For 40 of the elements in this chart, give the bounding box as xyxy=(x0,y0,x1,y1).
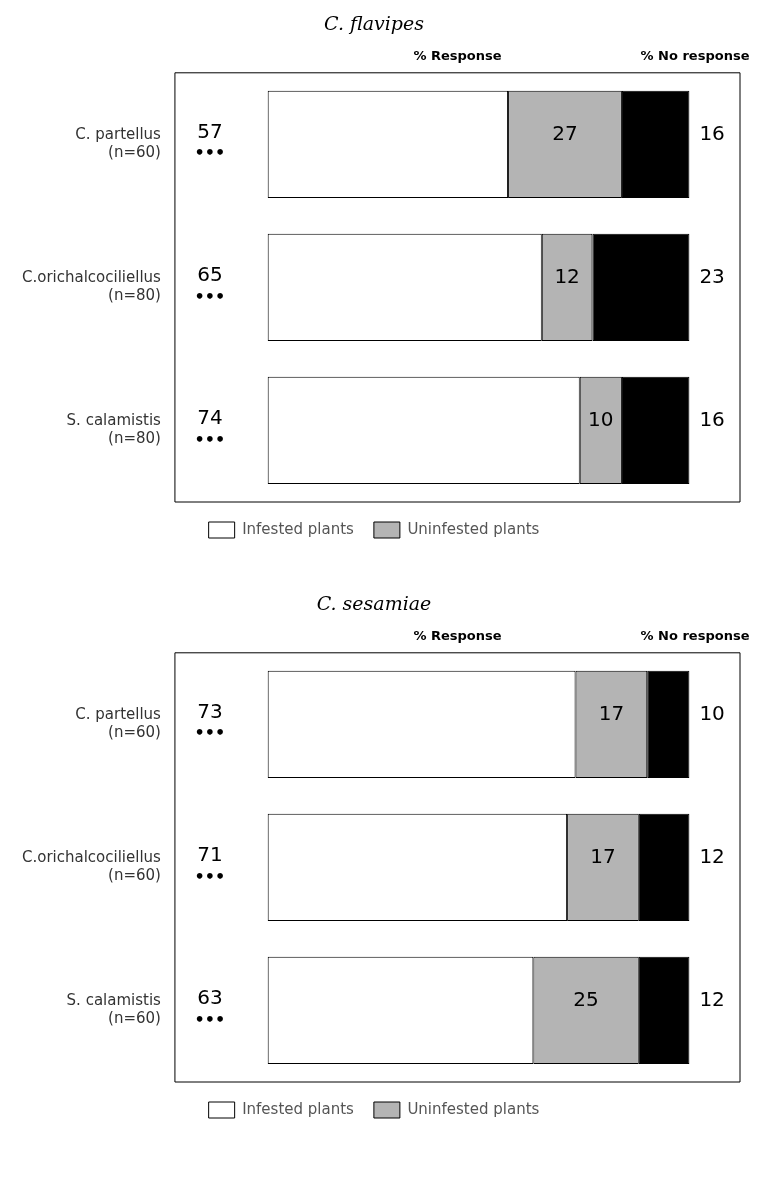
data-label: 57 xyxy=(197,118,223,143)
data-label: 63 xyxy=(197,984,223,1009)
y-tick-label: S. calamistis (n=60) xyxy=(66,991,162,1028)
data-label: 17 xyxy=(598,700,625,725)
data-label: 65 xyxy=(197,261,223,286)
chart-title: C. flavipes xyxy=(324,12,425,35)
data-label: 27 xyxy=(552,120,578,145)
data-label: 71 xyxy=(197,841,223,866)
text: ••• xyxy=(194,866,226,886)
y-tick-label: C. partellus (n=60) xyxy=(75,705,162,742)
data-label: 25 xyxy=(573,986,599,1011)
data-label: 12 xyxy=(699,986,725,1011)
text: ••• xyxy=(194,1009,226,1029)
text: Infested plants xyxy=(242,519,355,538)
chart-title: C. sesamiae xyxy=(316,592,432,615)
text: % Response xyxy=(413,47,502,63)
text: Infested plants xyxy=(242,1099,355,1118)
text: % No response xyxy=(640,47,750,63)
data-label: 12 xyxy=(554,263,580,288)
legend-label: Uninfested plants xyxy=(407,1099,540,1118)
data-label: 12 xyxy=(699,843,725,868)
data-label: 73 xyxy=(197,698,223,723)
text: % No response xyxy=(640,627,750,643)
data-label: 23 xyxy=(699,263,725,288)
text: ••• xyxy=(194,143,226,163)
text: ••• xyxy=(194,429,226,449)
y-tick-label: S. calamistis (n=80) xyxy=(66,411,162,448)
text: % Response xyxy=(413,627,502,643)
y-tick-label: C. partellus (n=60) xyxy=(75,125,162,162)
data-label: 74 xyxy=(197,404,223,429)
data-label: 17 xyxy=(590,843,616,868)
legend-label: Uninfested plants xyxy=(407,519,540,538)
text: ••• xyxy=(194,723,226,743)
data-label: 10 xyxy=(588,406,614,431)
data-label: 10 xyxy=(699,700,725,725)
data-label: 16 xyxy=(699,120,725,145)
data-label: 16 xyxy=(699,406,725,431)
y-tick-label: C.orichalcociliellus (n=80) xyxy=(21,268,162,305)
y-tick-label: C.orichalcociliellus (n=60) xyxy=(21,848,162,885)
text: ••• xyxy=(194,286,226,306)
